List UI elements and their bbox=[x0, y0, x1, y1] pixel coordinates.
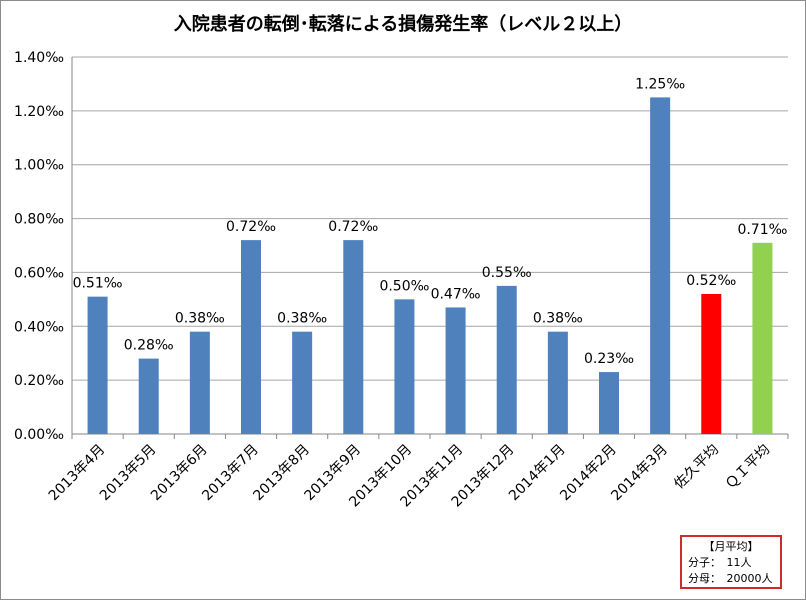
bar bbox=[547, 331, 568, 434]
bar bbox=[343, 240, 364, 434]
bar bbox=[87, 296, 108, 434]
monthly-average-note: 【月平均】 分子： 11人 分母： 20000人 bbox=[680, 535, 782, 589]
bar bbox=[599, 372, 619, 434]
bar bbox=[394, 299, 415, 434]
bar bbox=[445, 307, 466, 434]
chart-title: 入院患者の転倒･転落による損傷発生率（レベル２以上） bbox=[173, 14, 633, 35]
data-label: 1.25‰ bbox=[635, 76, 685, 92]
y-tick-label: 0.80‰ bbox=[14, 212, 64, 228]
data-label: 0.47‰ bbox=[431, 286, 481, 302]
bar bbox=[189, 331, 210, 434]
note-denominator: 分母： 20000人 bbox=[688, 572, 773, 585]
bar bbox=[292, 331, 313, 434]
data-label: 0.23‰ bbox=[584, 351, 634, 367]
bar bbox=[138, 358, 159, 434]
y-tick-label: 0.60‰ bbox=[14, 265, 64, 281]
data-label: 0.38‰ bbox=[533, 311, 583, 327]
data-label: 0.71‰ bbox=[737, 222, 787, 238]
data-label: 0.38‰ bbox=[175, 311, 225, 327]
bar bbox=[496, 285, 517, 434]
x-tick-label: ＱＩ平均 bbox=[722, 442, 773, 493]
bar bbox=[701, 293, 722, 434]
data-label: 0.51‰ bbox=[73, 276, 123, 292]
y-tick-label: 1.00‰ bbox=[14, 158, 64, 174]
data-label: 0.50‰ bbox=[379, 278, 429, 294]
bar bbox=[650, 97, 671, 435]
y-tick-label: 0.00‰ bbox=[14, 427, 64, 443]
note-numerator: 分子： 11人 bbox=[688, 556, 752, 569]
x-tick-label: 佐久平均 bbox=[671, 442, 722, 493]
data-label: 0.55‰ bbox=[482, 265, 532, 281]
data-label: 0.72‰ bbox=[226, 219, 276, 235]
data-label: 0.38‰ bbox=[277, 311, 327, 327]
data-label: 0.28‰ bbox=[124, 338, 174, 354]
note-title: 【月平均】 bbox=[703, 540, 759, 553]
y-tick-label: 1.40‰ bbox=[14, 50, 64, 66]
y-tick-label: 0.20‰ bbox=[14, 373, 64, 389]
data-label: 0.72‰ bbox=[328, 219, 378, 235]
data-label: 0.52‰ bbox=[686, 273, 736, 289]
bar bbox=[752, 242, 773, 434]
y-tick-label: 1.20‰ bbox=[14, 104, 64, 120]
bar bbox=[241, 240, 261, 434]
y-tick-label: 0.40‰ bbox=[14, 319, 64, 335]
